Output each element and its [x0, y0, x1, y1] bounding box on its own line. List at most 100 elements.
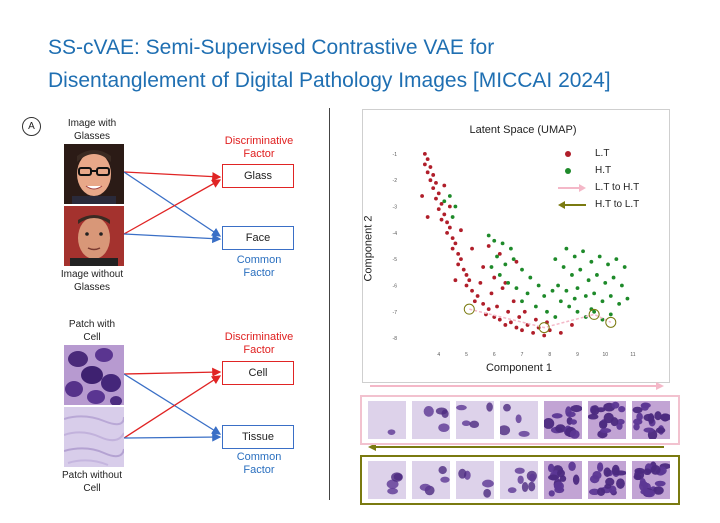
ht-point [586, 278, 591, 283]
lt-point [517, 315, 522, 319]
lt-point [445, 230, 449, 235]
legend-item-lt-to-ht: L.T to H.T [553, 180, 653, 197]
lt-point [514, 259, 519, 264]
ht-point [492, 238, 497, 243]
lt-point [542, 333, 547, 338]
ht-point [583, 294, 588, 298]
arrow-patch-without-to-disc [123, 375, 222, 439]
lt-point [442, 212, 447, 217]
ht-point [603, 280, 608, 285]
lt-point [425, 215, 430, 219]
ht-point [525, 291, 530, 296]
ht-point [575, 286, 580, 291]
ht-point [625, 296, 630, 301]
pathology-tile [412, 461, 450, 499]
lt-point [486, 244, 491, 248]
ht-point [592, 309, 597, 314]
ht-point [550, 288, 555, 293]
ht-point [567, 304, 572, 309]
patch-without-cell-label: Patch without Cell [61, 470, 123, 494]
lt-point [470, 288, 474, 293]
x-tick-label: 11 [630, 352, 635, 358]
x-tick-label: 9 [576, 352, 579, 358]
ht-point [570, 273, 574, 277]
ht-point [589, 259, 594, 264]
lt-point [428, 165, 433, 169]
discriminative-factor-label-top: Discriminative Factor [224, 135, 294, 160]
patch-with-cell-label: Patch with Cell [68, 319, 116, 343]
lt-point [425, 170, 430, 175]
patch-with-cell-image [64, 345, 124, 405]
ht-point [536, 283, 541, 288]
strip-tile [588, 461, 626, 499]
lt-point [464, 283, 469, 288]
ht-point [611, 275, 616, 280]
strip-tile [544, 461, 582, 499]
panel-a-badge: A [22, 117, 41, 136]
lt-point [422, 151, 427, 156]
lt-point [500, 286, 505, 291]
lt-point [436, 207, 441, 212]
strip-tile [412, 461, 450, 499]
y-tick-label: -7 [393, 310, 398, 316]
trajectory-circled-point [605, 316, 617, 328]
lt-point [450, 236, 455, 241]
lt-point [436, 191, 441, 196]
pathology-tile [456, 461, 494, 499]
arrow-patch-with-to-common [123, 373, 222, 435]
ht-to-lt-strip [360, 455, 680, 505]
y-tick-label: -3 [393, 205, 398, 211]
lt-point [431, 186, 436, 191]
ht-point [561, 265, 566, 269]
lt-point [489, 291, 494, 296]
legend-item-lt: L.T [553, 146, 653, 163]
lt-point [481, 265, 486, 269]
ht-point [520, 267, 524, 272]
lt-point [497, 317, 502, 322]
discriminative-factor-label-bottom: Discriminative Factor [224, 331, 294, 356]
olive-arrow-icon [558, 201, 586, 209]
pathology-tile [632, 461, 670, 499]
x-tick-label: 5 [465, 352, 468, 358]
y-tick-label: -1 [393, 152, 398, 158]
ht-point [553, 315, 558, 319]
lt-point [442, 183, 447, 188]
ht-point [495, 254, 499, 259]
lt-point [470, 246, 474, 251]
strip-tile [632, 461, 670, 499]
lt-point [431, 173, 436, 177]
lt-point [456, 251, 461, 256]
lt-point [503, 323, 508, 327]
panel-divider [329, 108, 330, 500]
lt-point [531, 330, 535, 335]
ht-point [447, 194, 452, 198]
pathology-tile [368, 461, 406, 499]
lt-point [533, 317, 538, 322]
page-title-line-1: SS-cVAE: Semi-Supervised Contrastive VAE… [48, 36, 495, 59]
lt-point [450, 246, 455, 251]
pink-arrow-icon [558, 184, 586, 192]
chart-title: Latent Space (UMAP) [469, 124, 577, 136]
page-title-line-2: Disentanglement of Digital Pathology Ima… [48, 69, 611, 92]
pathology-tile [544, 401, 582, 439]
x-tick-label: 10 [602, 352, 608, 358]
legend: L.T H.T L.T to H.T H.T to L.T [553, 146, 653, 214]
ht-point [622, 265, 627, 269]
arrow-with-to-disc [123, 171, 222, 182]
legend-item-ht: H.T [553, 163, 653, 180]
face-with-glasses-image [64, 144, 124, 204]
strip-tile [368, 461, 406, 499]
ht-point [453, 204, 458, 209]
trajectory-line [469, 308, 612, 329]
ht-point [514, 286, 519, 291]
lt-point [464, 273, 469, 277]
lt-point [467, 278, 472, 283]
legend-dot-ht [565, 168, 571, 174]
arrow-without-to-disc [123, 179, 222, 235]
pathology-tile [500, 461, 538, 499]
common-factor-label-top: Common Factor [236, 254, 282, 279]
ht-point [500, 241, 505, 246]
ht-point [608, 312, 613, 317]
ht-point [442, 199, 447, 204]
lt-point [492, 275, 497, 280]
